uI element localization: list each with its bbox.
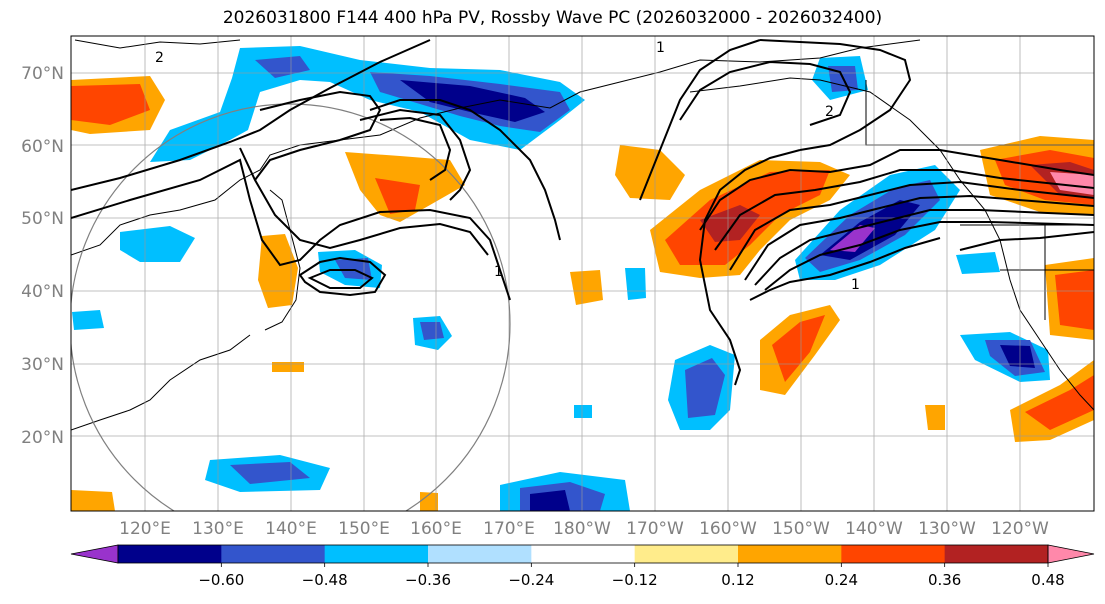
- lat-tick: 50°N: [21, 209, 64, 229]
- pv-shading: [71, 46, 1094, 511]
- colorbar-label: −0.60: [198, 571, 244, 589]
- colorbar-bin: [944, 545, 1049, 563]
- colorbar-bin: [634, 545, 739, 563]
- lon-tick: 150°W: [772, 519, 830, 539]
- contour-label: 1: [656, 40, 665, 56]
- lon-tick: 120°W: [991, 519, 1049, 539]
- lat-tick: 70°N: [21, 64, 64, 84]
- contour-label: 2: [155, 50, 164, 66]
- colorbar-label: −0.24: [508, 571, 554, 589]
- lon-tick: 140°W: [845, 519, 903, 539]
- contour-label: 1: [851, 277, 860, 293]
- colorbar-extend-low: [70, 544, 119, 564]
- colorbar: −0.60 −0.48 −0.36 −0.24 −0.12 0.12 0.24 0.36 0.4…: [70, 544, 1095, 589]
- map-title: 2026031800 F144 400 hPa PV, Rossby Wave …: [222, 8, 883, 28]
- graticule: [71, 36, 1094, 511]
- lat-tick: 60°N: [21, 137, 64, 157]
- range-ring: [71, 103, 511, 511]
- lon-tick: 150°E: [338, 519, 390, 539]
- colorbar-bin: [738, 545, 842, 563]
- lon-tick: 160°W: [699, 519, 757, 539]
- colorbar-label: 0.36: [928, 571, 961, 589]
- map-plot-area: 1 1 2 2 1: [71, 36, 1094, 511]
- lon-tick: 180°W: [553, 519, 611, 539]
- lat-tick: 20°N: [21, 428, 64, 448]
- colorbar-frame: [117, 544, 1049, 564]
- colorbar-bin: [118, 545, 222, 563]
- colorbar-bin: [428, 545, 532, 563]
- lon-tick: 120°E: [119, 519, 171, 539]
- colorbar-bin: [221, 545, 326, 563]
- colorbar-extend-high: [1047, 544, 1095, 564]
- contour-label: 1: [494, 264, 503, 280]
- colorbar-label: −0.12: [612, 571, 658, 589]
- colorbar-bin: [841, 545, 946, 563]
- colorbar-label: −0.36: [405, 571, 451, 589]
- map-frame: [70, 35, 1095, 512]
- lon-tick: 170°W: [626, 519, 684, 539]
- lon-axis: 120°E 130°E 140°E 150°E 160°E 170°E 180°…: [119, 519, 1049, 539]
- colorbar-bin: [531, 545, 636, 563]
- lon-tick: 170°E: [483, 519, 535, 539]
- colorbar-bin: [324, 545, 429, 563]
- lon-tick: 130°E: [192, 519, 244, 539]
- colorbar-label: 0.12: [721, 571, 754, 589]
- lat-tick: 30°N: [21, 355, 64, 375]
- colorbar-label: 0.48: [1031, 571, 1064, 589]
- lat-axis: 70°N 60°N 50°N 40°N 30°N 20°N: [21, 64, 64, 448]
- lon-tick: 130°W: [918, 519, 976, 539]
- lon-tick: 160°E: [410, 519, 462, 539]
- contour-labels: 1 1 2 2 1: [155, 40, 860, 293]
- colorbar-label: 0.24: [825, 571, 858, 589]
- lon-tick: 140°E: [265, 519, 317, 539]
- colorbar-label: −0.48: [302, 571, 348, 589]
- pv-contours: [71, 39, 1094, 386]
- lat-tick: 40°N: [21, 282, 64, 302]
- contour-label: 2: [825, 104, 834, 120]
